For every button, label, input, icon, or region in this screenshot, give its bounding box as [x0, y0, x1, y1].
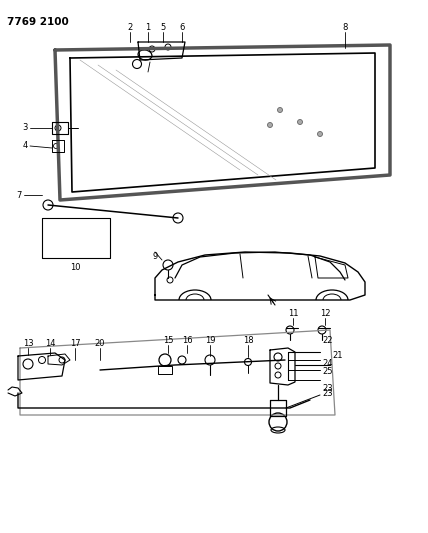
Text: 5: 5	[160, 23, 166, 32]
Text: 11: 11	[288, 309, 298, 318]
Text: 15: 15	[163, 336, 173, 345]
Text: 23: 23	[322, 389, 333, 398]
Text: 8: 8	[342, 23, 348, 32]
Text: 14: 14	[45, 339, 55, 348]
Circle shape	[277, 108, 282, 112]
Circle shape	[297, 119, 303, 125]
Text: 10: 10	[70, 263, 80, 272]
Text: 21: 21	[332, 351, 342, 360]
Text: 4: 4	[23, 141, 28, 150]
Text: 19: 19	[205, 336, 215, 345]
Text: 16: 16	[182, 336, 192, 345]
Text: 7: 7	[17, 190, 22, 199]
Text: 18: 18	[243, 336, 253, 345]
Text: 13: 13	[23, 339, 33, 348]
Text: 24: 24	[322, 359, 333, 368]
Text: 2: 2	[128, 23, 133, 32]
Text: 9: 9	[152, 252, 158, 261]
Text: 3: 3	[23, 124, 28, 133]
Text: 7769 2100: 7769 2100	[7, 17, 69, 27]
Text: 17: 17	[70, 339, 80, 348]
Text: 22: 22	[322, 336, 333, 345]
Text: 12: 12	[320, 309, 330, 318]
Text: 25: 25	[322, 367, 333, 376]
Text: 23: 23	[322, 384, 333, 393]
Circle shape	[318, 132, 323, 136]
Text: 1: 1	[146, 23, 151, 32]
Text: 6: 6	[179, 23, 185, 32]
Circle shape	[268, 123, 273, 127]
Text: 20: 20	[95, 339, 105, 348]
